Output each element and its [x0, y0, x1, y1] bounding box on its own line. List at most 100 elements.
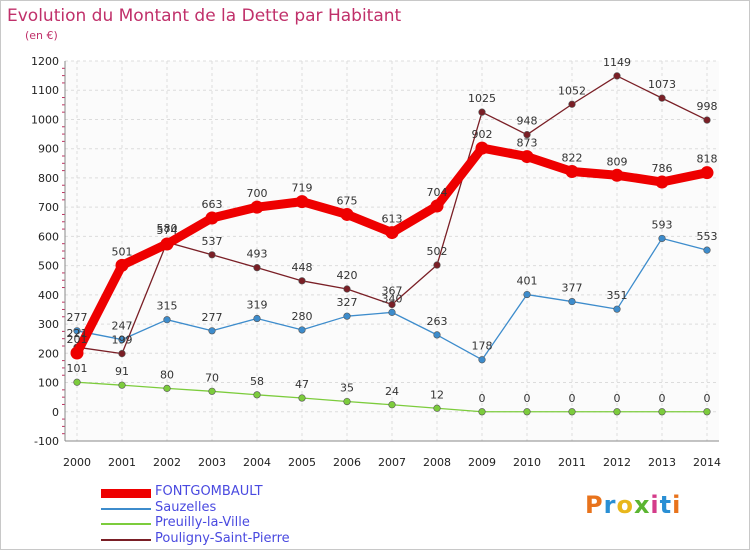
chart-title: Evolution du Montant de la Dette par Hab… [7, 6, 402, 26]
data-label-2: 0 [569, 392, 576, 405]
x-tick-label: 2007 [378, 456, 406, 469]
y-tick-label: -100 [34, 435, 59, 448]
data-point-2 [613, 408, 621, 416]
data-label-1: 280 [292, 310, 313, 323]
data-point-1 [568, 297, 576, 306]
data-label-0: 613 [382, 213, 403, 226]
data-point-2 [208, 387, 216, 395]
logo-letter: i [650, 491, 660, 519]
data-label-2: 91 [115, 365, 129, 378]
data-point-2 [523, 408, 531, 416]
data-label-3: 998 [697, 100, 718, 113]
data-label-3: 367 [382, 284, 403, 297]
y-tick-label: 400 [38, 289, 59, 302]
data-label-1: 277 [67, 311, 88, 324]
y-tick-label: 100 [38, 377, 59, 390]
data-label-3: 537 [202, 235, 223, 248]
data-point-2 [478, 408, 486, 416]
data-label-0: 704 [427, 186, 448, 199]
y-tick-label: 500 [38, 260, 59, 273]
data-label-2: 35 [340, 382, 354, 395]
data-label-0: 700 [247, 187, 268, 200]
data-label-2: 12 [430, 388, 444, 401]
data-point-1 [253, 314, 261, 323]
data-label-0: 719 [292, 182, 313, 195]
data-point-3 [298, 277, 306, 285]
data-label-2: 47 [295, 378, 309, 391]
data-label-0: 809 [607, 155, 628, 168]
y-tick-label: 900 [38, 143, 59, 156]
data-point-3 [118, 350, 126, 358]
data-point-0 [160, 237, 174, 251]
data-label-2: 0 [524, 392, 531, 405]
logo-letter: P [585, 491, 604, 519]
data-label-2: 80 [160, 368, 174, 381]
data-point-1 [613, 305, 621, 313]
data-point-3 [478, 108, 486, 116]
data-point-2 [73, 378, 81, 386]
x-tick-label: 2006 [333, 456, 361, 469]
data-label-1: 315 [157, 300, 178, 313]
data-point-3 [253, 264, 261, 272]
data-label-0: 501 [112, 245, 133, 258]
data-point-1 [208, 327, 216, 335]
data-point-0 [250, 200, 264, 214]
data-point-1 [658, 234, 666, 243]
data-label-1: 401 [517, 275, 538, 288]
data-point-0 [610, 168, 624, 182]
legend-label-2: Preuilly-la-Ville [155, 515, 250, 530]
legend-label-1: Sauzelles [155, 499, 217, 515]
data-label-1: 277 [202, 311, 223, 324]
proxiti-logo: Proxiti [585, 491, 681, 519]
y-tick-label: 300 [38, 318, 59, 331]
logo-letter: r [603, 491, 617, 519]
data-point-0 [655, 175, 669, 189]
data-point-0 [70, 346, 84, 360]
data-point-2 [118, 381, 126, 389]
x-tick-label: 2010 [513, 456, 541, 469]
data-point-2 [568, 408, 576, 416]
data-point-1 [118, 335, 126, 344]
data-label-1: 340 [382, 292, 403, 305]
data-label-0: 663 [202, 198, 223, 211]
data-label-3: 221 [67, 327, 88, 340]
data-point-0 [475, 141, 489, 155]
data-label-0: 873 [517, 137, 538, 150]
data-label-0: 574 [157, 224, 178, 237]
data-label-1: 319 [247, 299, 268, 312]
data-point-3 [433, 261, 441, 269]
data-point-0 [295, 195, 309, 209]
legend-swatch-3 [101, 538, 151, 541]
x-tick-label: 2003 [198, 456, 226, 469]
data-point-1 [433, 331, 441, 339]
data-label-3: 448 [292, 261, 313, 274]
x-tick-label: 2013 [648, 456, 676, 469]
data-label-2: 0 [704, 392, 711, 405]
data-label-3: 948 [517, 115, 538, 128]
data-label-1: 377 [562, 282, 583, 295]
data-label-2: 24 [385, 385, 399, 398]
data-point-3 [568, 100, 576, 108]
data-point-1 [163, 316, 171, 324]
data-point-1 [703, 246, 711, 254]
data-label-0: 786 [652, 162, 673, 175]
y-tick-label: 1000 [31, 113, 59, 126]
data-point-1 [523, 290, 531, 299]
plot-background [65, 61, 719, 441]
y-tick-label: 700 [38, 201, 59, 214]
y-tick-label: 1100 [31, 84, 59, 97]
data-label-3: 502 [427, 245, 448, 258]
data-label-1: 351 [607, 289, 628, 302]
legend-swatch-0 [101, 489, 151, 498]
y-tick-label: 200 [38, 347, 59, 360]
x-tick-label: 2008 [423, 456, 451, 469]
data-label-2: 101 [67, 362, 88, 375]
data-label-2: 70 [205, 371, 219, 384]
data-label-0: 902 [472, 128, 493, 141]
legend-swatch-2 [101, 523, 151, 525]
x-tick-label: 2011 [558, 456, 586, 469]
data-label-1: 263 [427, 315, 448, 328]
x-tick-label: 2002 [153, 456, 181, 469]
chart-unit: (en €) [25, 29, 58, 42]
